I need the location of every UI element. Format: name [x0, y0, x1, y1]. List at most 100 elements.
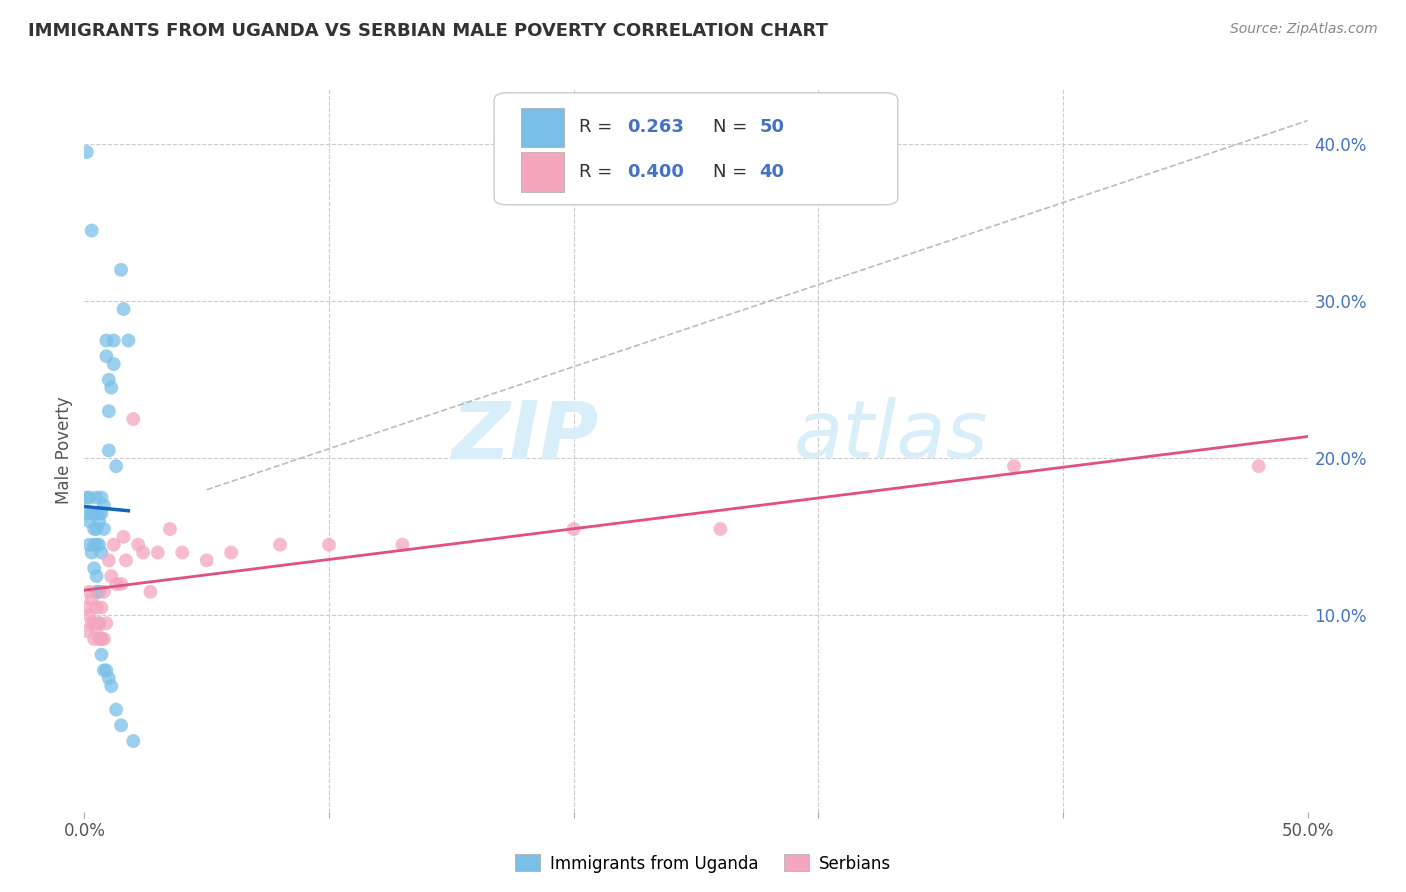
Point [80, 592, 103, 607]
Point [90, 632, 112, 646]
Point [122, 734, 145, 748]
Point [87, 514, 110, 528]
Point [127, 538, 149, 552]
Point [80, 223, 103, 237]
Point [76, 145, 98, 159]
Point [112, 302, 135, 317]
Text: 0.400: 0.400 [627, 163, 685, 181]
Y-axis label: Male Poverty: Male Poverty [55, 397, 73, 504]
Point [77, 608, 100, 623]
Point [100, 679, 122, 693]
Point [80, 616, 103, 631]
Point [110, 577, 132, 591]
Point [86, 491, 108, 505]
Point [76, 491, 98, 505]
Text: atlas: atlas [794, 397, 988, 475]
Point [103, 538, 125, 552]
Point [87, 616, 110, 631]
Point [77, 584, 100, 599]
Text: ZIP: ZIP [451, 397, 598, 475]
Point [1002, 459, 1025, 474]
Point [159, 522, 181, 536]
Point [97, 404, 120, 418]
Point [219, 545, 242, 559]
Point [122, 412, 145, 426]
Point [105, 703, 128, 717]
Point [105, 459, 128, 474]
Point [77, 538, 100, 552]
Point [87, 506, 110, 520]
Point [87, 632, 110, 646]
Point [93, 522, 115, 536]
Point [117, 334, 139, 348]
Point [83, 506, 105, 520]
Point [86, 522, 108, 536]
Point [97, 443, 120, 458]
Legend: Immigrants from Uganda, Serbians: Immigrants from Uganda, Serbians [509, 847, 897, 880]
Point [90, 600, 112, 615]
Point [86, 538, 108, 552]
Point [195, 553, 218, 567]
Point [132, 545, 155, 559]
Text: R =: R = [578, 119, 617, 136]
Point [76, 600, 98, 615]
Point [103, 357, 125, 371]
Point [1247, 459, 1270, 474]
Text: 50: 50 [759, 119, 785, 136]
Point [90, 632, 112, 646]
Point [96, 616, 118, 631]
Point [86, 600, 108, 615]
Point [77, 514, 100, 528]
Point [86, 569, 108, 583]
Point [97, 553, 120, 567]
Point [139, 584, 162, 599]
Point [90, 545, 112, 559]
Text: Source: ZipAtlas.com: Source: ZipAtlas.com [1230, 22, 1378, 37]
Point [269, 538, 291, 552]
Point [103, 334, 125, 348]
Point [391, 538, 413, 552]
Point [115, 553, 138, 567]
Text: N =: N = [713, 119, 754, 136]
Point [86, 506, 108, 520]
Point [562, 522, 585, 536]
Point [100, 569, 122, 583]
Point [86, 624, 108, 639]
Point [96, 334, 118, 348]
Point [83, 538, 105, 552]
Point [80, 506, 103, 520]
Point [90, 491, 112, 505]
Point [77, 491, 100, 505]
Point [83, 632, 105, 646]
Point [80, 545, 103, 559]
Point [110, 718, 132, 732]
Point [87, 584, 110, 599]
Point [97, 671, 120, 685]
Point [112, 530, 135, 544]
Point [709, 522, 731, 536]
Point [86, 584, 108, 599]
Text: 40: 40 [759, 163, 785, 181]
Point [83, 616, 105, 631]
Point [172, 545, 194, 559]
Point [83, 561, 105, 575]
Point [318, 538, 340, 552]
Point [90, 506, 112, 520]
Point [93, 499, 115, 513]
Point [76, 506, 98, 520]
Point [105, 577, 128, 591]
Point [146, 545, 169, 559]
Text: N =: N = [713, 163, 754, 181]
FancyBboxPatch shape [494, 93, 898, 205]
Point [93, 584, 115, 599]
Point [96, 664, 118, 678]
Point [93, 632, 115, 646]
Point [83, 522, 105, 536]
Point [110, 262, 132, 277]
Point [90, 648, 112, 662]
Point [97, 373, 120, 387]
Text: 0.263: 0.263 [627, 119, 685, 136]
Point [87, 538, 110, 552]
FancyBboxPatch shape [522, 153, 564, 192]
Point [93, 664, 115, 678]
